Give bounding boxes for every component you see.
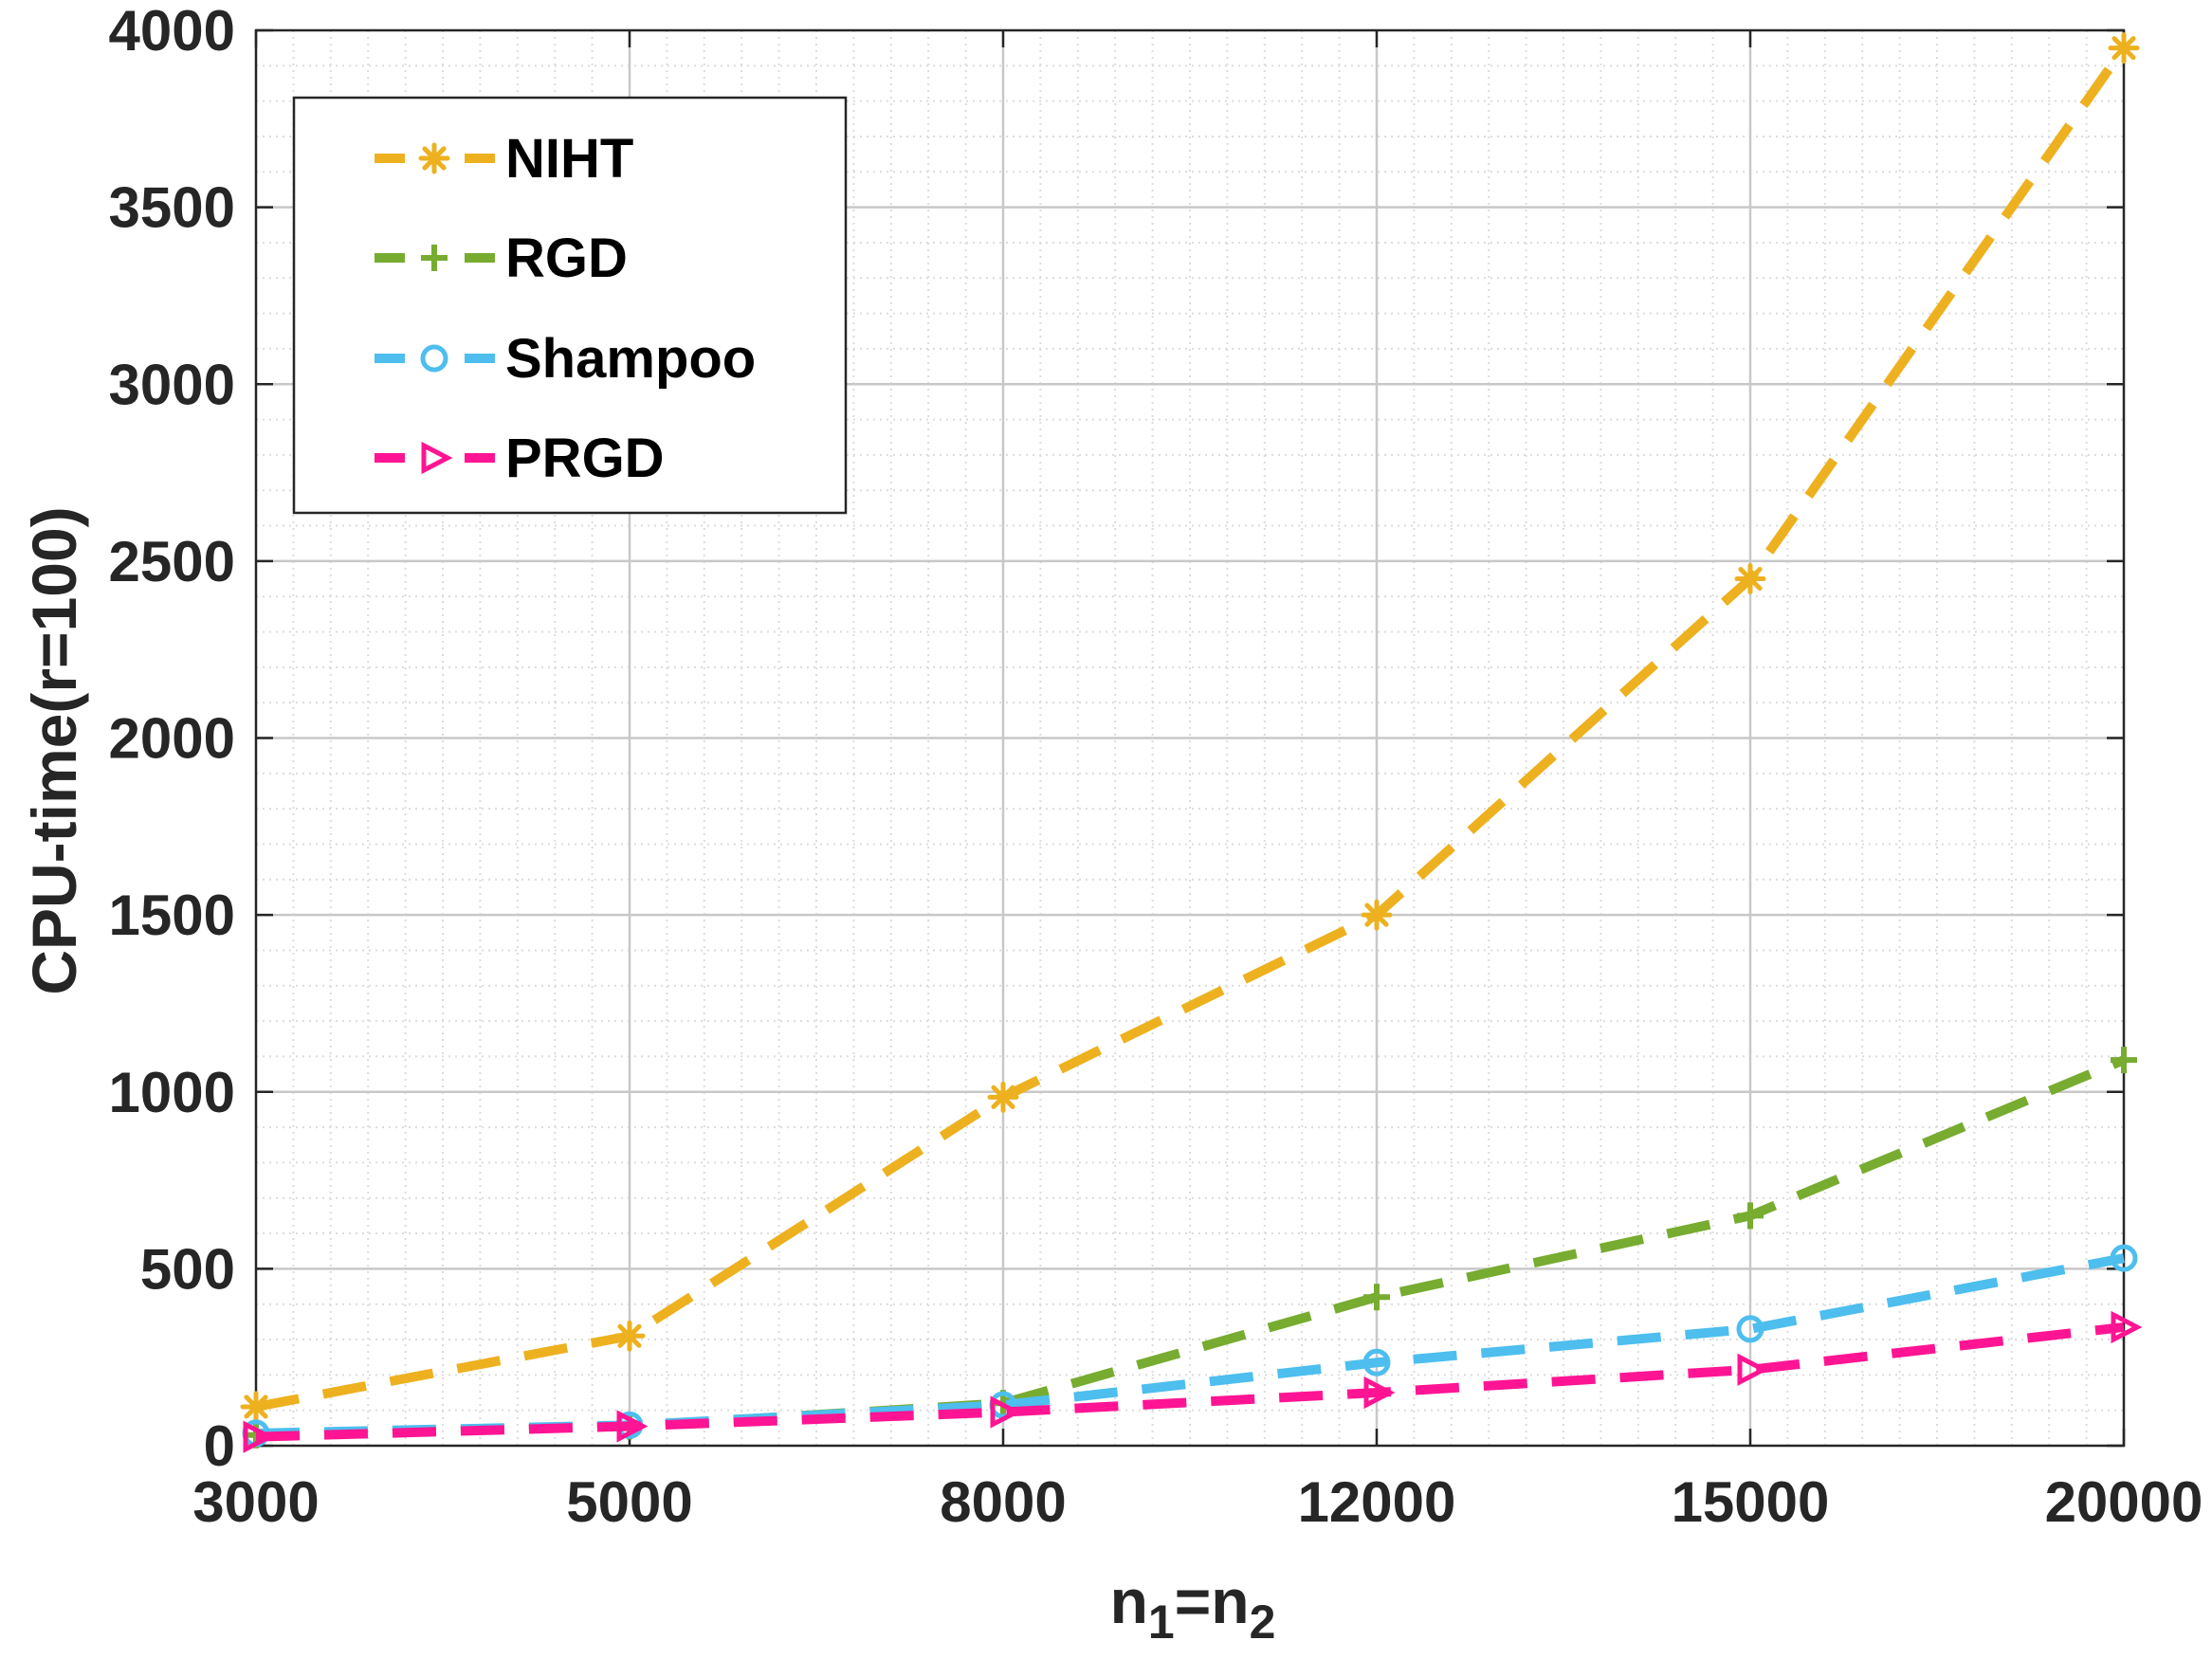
legend-label-rgd: RGD [505, 228, 628, 289]
marker-ring [2110, 1244, 2138, 1272]
data-point-niht [613, 1320, 646, 1352]
legend-label-niht: NIHT [505, 128, 633, 190]
marker-triangle [990, 1395, 1022, 1429]
x-tick-label: 12000 [1298, 1470, 1456, 1534]
data-point-prgd [616, 1410, 649, 1443]
data-point-shampoo [1362, 1348, 1391, 1376]
data-point-prgd [1363, 1376, 1396, 1410]
data-point-rgd [2111, 1047, 2137, 1074]
major-grid [256, 30, 2124, 1446]
legend-marker-shampoo [420, 344, 448, 373]
data-point-prgd [990, 1395, 1022, 1429]
data-point-niht [1361, 899, 1393, 931]
y-tick-label: 0 [204, 1414, 235, 1478]
marker-core [997, 1091, 1009, 1103]
y-tick-labels: 0 500 1000 1500 2000 2500 3000 3500 4000 [109, 0, 235, 1478]
data-point-prgd [243, 1420, 275, 1453]
y-tick-label: 1500 [109, 884, 235, 947]
marker-core [250, 1400, 262, 1413]
y-tick-label: 2000 [109, 707, 235, 771]
series-line-niht [255, 45, 2129, 1412]
marker-triangle [2111, 1310, 2143, 1344]
x-tick-label: 3000 [192, 1470, 319, 1534]
data-point-niht [240, 1391, 272, 1423]
marker-triangle [616, 1410, 649, 1443]
data-point-shampoo [2110, 1244, 2138, 1272]
legend-box [292, 96, 848, 515]
x-tick-labels: 3000 5000 8000 12000 15000 20000 [192, 1470, 2203, 1534]
x-axis-title: n1=n2 [1110, 1566, 1276, 1649]
marker-core [429, 153, 440, 164]
legend: NIHT RGD Shampoo PRGD [292, 96, 848, 515]
data-point-niht [1734, 563, 1766, 595]
x-axis-title-sub1: 1 [1148, 1595, 1175, 1649]
data-point-niht [987, 1081, 1019, 1113]
y-tick-label: 2500 [109, 530, 235, 593]
marker-triangle [1363, 1376, 1396, 1410]
data-point-rgd [1737, 1202, 1764, 1230]
legend-label-shampoo: Shampoo [505, 328, 756, 390]
marker-core [1745, 573, 1756, 585]
x-axis-title-main: n [1110, 1566, 1148, 1636]
marker-core [624, 1330, 635, 1342]
y-tick-label: 500 [140, 1237, 235, 1301]
y-axis-title: CPU-time(r=100) [19, 506, 89, 994]
y-tick-label: 1000 [109, 1061, 235, 1124]
marker-ring [420, 344, 448, 373]
series-layer [240, 32, 2143, 1453]
x-axis-title-eq: =n [1175, 1566, 1250, 1636]
y-tick-label: 3500 [109, 176, 235, 240]
x-tick-label: 20000 [2045, 1470, 2203, 1534]
x-tick-label: 5000 [566, 1470, 692, 1534]
y-tick-label: 4000 [109, 0, 235, 63]
legend-label-prgd: PRGD [505, 428, 665, 489]
x-tick-label: 15000 [1672, 1470, 1830, 1534]
marker-triangle [421, 441, 453, 475]
x-tick-label: 8000 [940, 1470, 1066, 1534]
legend-marker-rgd [421, 245, 448, 271]
y-tick-label: 3000 [109, 353, 235, 416]
legend-marker-niht [418, 142, 450, 174]
series-line-prgd [255, 1322, 2125, 1442]
marker-triangle [243, 1420, 275, 1453]
data-point-shampoo [1736, 1315, 1764, 1343]
x-axis-title-sub2: 2 [1250, 1595, 1276, 1649]
marker-ring [1736, 1315, 1764, 1343]
marker-triangle [1737, 1353, 1769, 1386]
data-point-rgd [1363, 1284, 1390, 1311]
data-point-prgd [1737, 1353, 1769, 1386]
data-point-prgd [2111, 1310, 2143, 1344]
data-point-niht [2108, 32, 2140, 64]
legend-marker-prgd [421, 441, 453, 475]
marker-core [2118, 42, 2130, 54]
marker-ring [1362, 1348, 1391, 1376]
marker-core [1371, 909, 1382, 921]
